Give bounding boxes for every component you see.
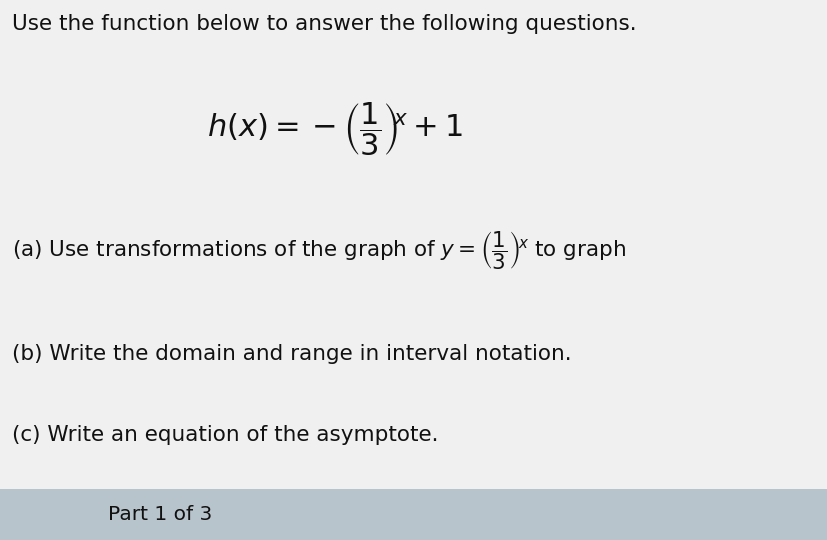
Text: (c) Write an equation of the asymptote.: (c) Write an equation of the asymptote.: [12, 424, 439, 445]
Text: (a) Use transformations of the graph of $y=\left(\dfrac{1}{3}\right)^{\!x}$ to g: (a) Use transformations of the graph of …: [12, 230, 626, 273]
FancyBboxPatch shape: [0, 489, 827, 540]
Text: Part 1 of 3: Part 1 of 3: [108, 505, 212, 524]
Text: (b) Write the domain and range in interval notation.: (b) Write the domain and range in interv…: [12, 343, 572, 364]
Text: Use the function below to answer the following questions.: Use the function below to answer the fol…: [12, 14, 637, 33]
Text: $h\left(x\right)=-\left(\dfrac{1}{3}\right)^{\!\!x}+1$: $h\left(x\right)=-\left(\dfrac{1}{3}\rig…: [207, 101, 462, 158]
